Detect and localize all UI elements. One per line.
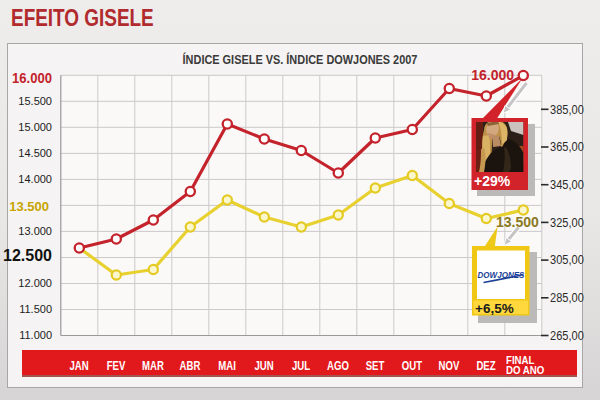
- svg-text:DOWJONES: DOWJONES: [478, 269, 526, 280]
